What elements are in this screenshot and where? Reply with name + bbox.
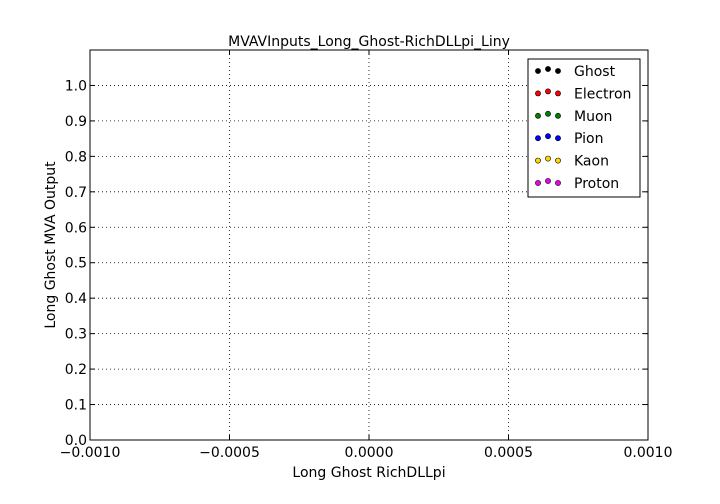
y-tick-label: 0.9: [65, 114, 87, 130]
y-tick-label: 0.4: [65, 291, 87, 307]
legend-marker: [535, 180, 541, 186]
legend-marker: [555, 135, 561, 142]
legend-marker: [555, 112, 561, 119]
legend-marker: [545, 88, 551, 95]
legend-label: Muon: [574, 109, 612, 125]
x-tick-label: −0.0010: [60, 445, 121, 461]
legend-marker: [545, 178, 551, 184]
legend-marker: [535, 135, 541, 142]
legend-marker: [555, 180, 561, 186]
legend-marker: [535, 68, 541, 74]
legend-marker: [555, 157, 561, 164]
legend-label: Proton: [574, 176, 619, 192]
legend: Ghost Electron Muon Pion Kaon Proton: [527, 58, 641, 198]
y-tick-label: 0.8: [65, 149, 87, 165]
legend-marker: [545, 133, 551, 140]
legend-marker: [545, 66, 551, 72]
x-tick-label: 0.0005: [484, 445, 533, 461]
legend-label: Ghost: [574, 64, 616, 80]
legend-marker: [535, 157, 541, 164]
legend-entry: Kaon: [535, 154, 609, 170]
y-tick-label: 0.2: [65, 362, 87, 378]
legend-label: Kaon: [574, 154, 609, 170]
legend-label: Pion: [574, 131, 603, 147]
x-tick-label: 0.0000: [345, 445, 394, 461]
legend-box: [527, 58, 641, 198]
legend-entry: Pion: [535, 131, 603, 147]
y-tick-label: 0.0: [65, 433, 87, 449]
legend-marker: [555, 68, 561, 74]
legend-label: Electron: [574, 86, 631, 102]
legend-marker: [535, 112, 541, 119]
legend-marker: [555, 90, 561, 97]
x-tick-label: 0.0010: [624, 445, 673, 461]
legend-entry: Muon: [535, 109, 612, 125]
legend-marker: [545, 110, 551, 117]
legend-marker: [535, 90, 541, 97]
y-tick-label: 0.5: [65, 256, 87, 272]
legend-entry: Proton: [535, 176, 619, 192]
legend-entry: Electron: [535, 86, 631, 102]
y-tick-label: 0.6: [65, 220, 87, 236]
y-tick-label: 0.1: [65, 398, 87, 414]
y-tick-label: 1.0: [65, 78, 87, 94]
y-tick-label: 0.3: [65, 327, 87, 343]
chart-title: MVAVInputs_Long_Ghost-RichDLLpi_Liny: [228, 34, 510, 50]
legend-marker: [545, 155, 551, 162]
x-tick-label: −0.0005: [199, 445, 260, 461]
legend-entry: Ghost: [535, 64, 616, 80]
y-axis-label: Long Ghost MVA Output: [43, 161, 59, 329]
x-axis-label: Long Ghost RichDLLpi: [292, 465, 445, 481]
y-tick-label: 0.7: [65, 185, 87, 201]
